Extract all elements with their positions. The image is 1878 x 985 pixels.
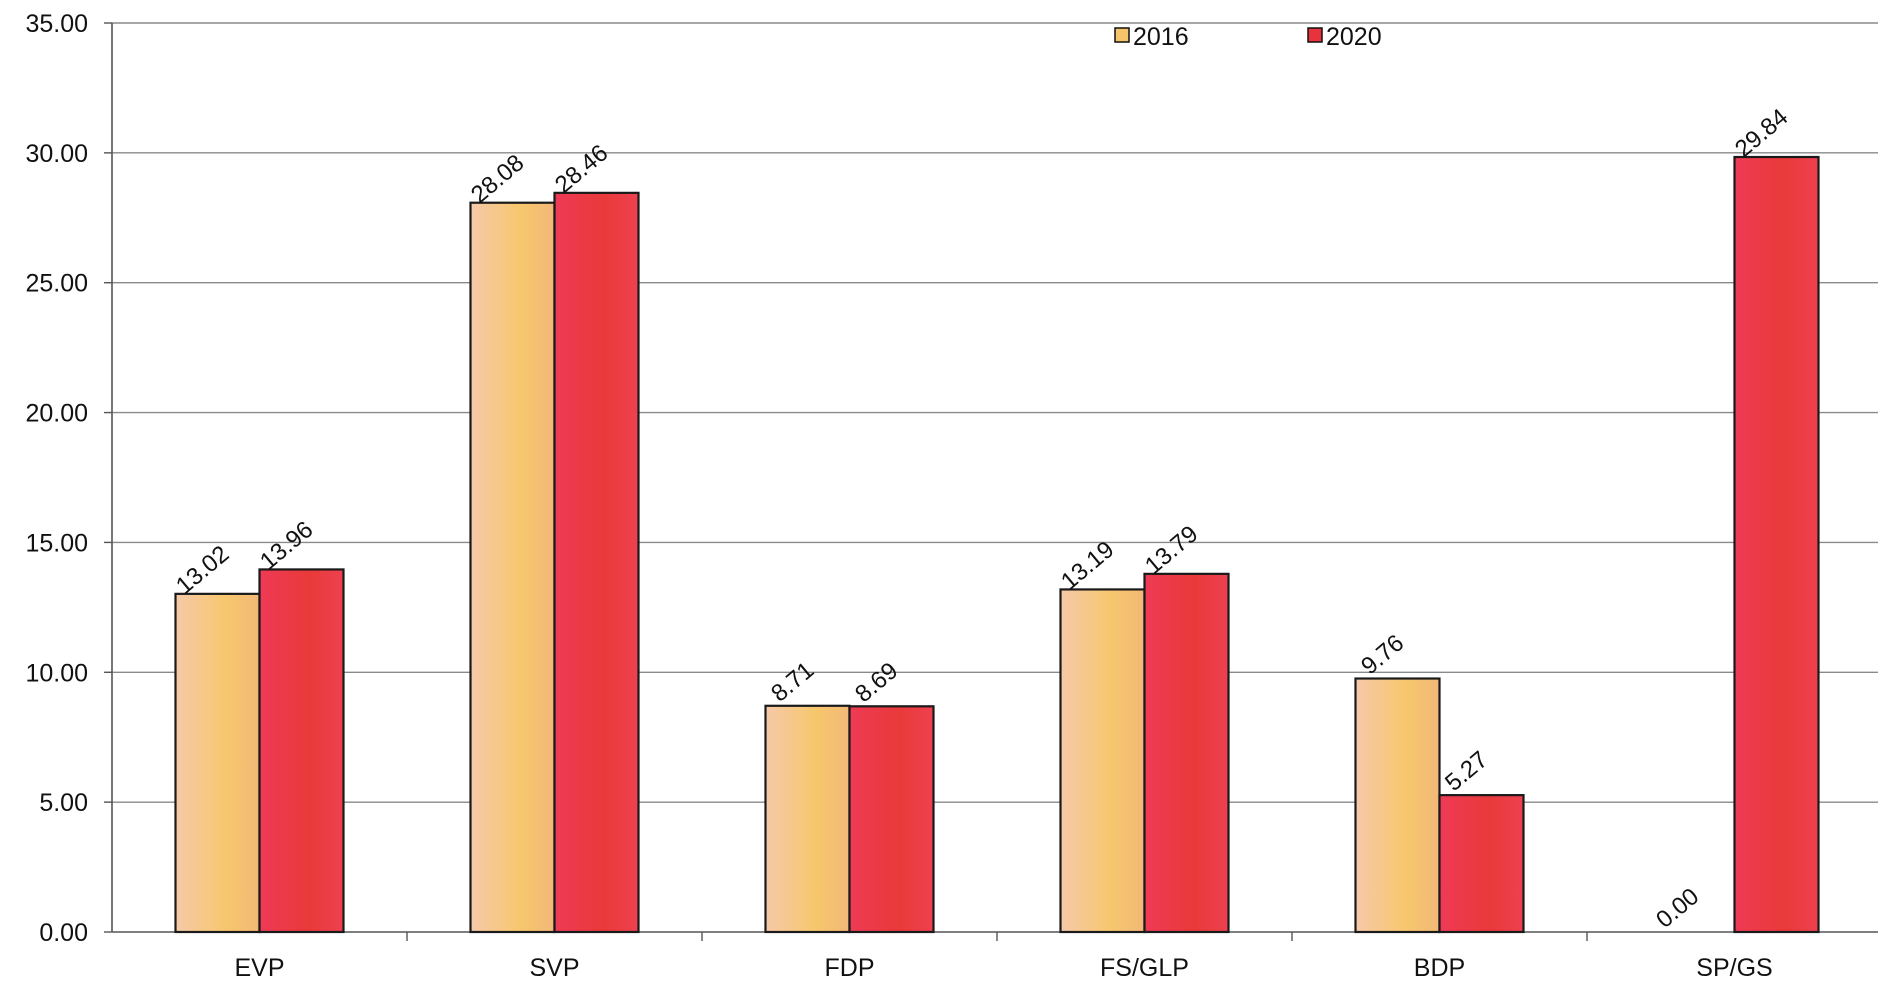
y-tick-label: 25.00 [25, 270, 88, 298]
x-tick-label: SVP [529, 954, 579, 982]
bar-2016-FDP [766, 706, 850, 932]
data-label-2016-SP/GS: 0.00 [1651, 883, 1704, 934]
y-tick-label: 0.00 [39, 919, 88, 947]
data-label-2016-SVP: 28.08 [466, 149, 529, 208]
x-tick-label: FS/GLP [1100, 954, 1189, 982]
bar-2020-FS/GLP [1145, 574, 1229, 932]
x-tick-label: EVP [234, 954, 284, 982]
legend: 2016 2020 [1115, 23, 1382, 51]
y-tick-label: 20.00 [25, 400, 88, 428]
legend-swatch-2020 [1308, 28, 1322, 42]
legend-label-2016: 2016 [1133, 23, 1189, 51]
data-label-2020-BDP: 5.27 [1440, 746, 1493, 797]
data-label-2016-FS/GLP: 13.19 [1056, 536, 1119, 595]
bar-2016-SVP [471, 203, 555, 932]
bar-2020-SP/GS [1735, 157, 1819, 932]
x-tick-label: SP/GS [1696, 954, 1772, 982]
data-label-2016-FDP: 8.71 [766, 657, 819, 708]
y-tick-label: 30.00 [25, 140, 88, 168]
data-label-2020-EVP: 13.96 [255, 516, 318, 575]
y-tick-label: 10.00 [25, 659, 88, 687]
bar-2016-BDP [1356, 679, 1440, 932]
y-tick-label: 5.00 [39, 789, 88, 817]
data-label-2016-EVP: 13.02 [171, 540, 234, 599]
data-label-2020-FS/GLP: 13.79 [1140, 520, 1203, 579]
x-tick-label: BDP [1414, 954, 1465, 982]
gridlines [112, 23, 1878, 802]
bar-2016-FS/GLP [1061, 589, 1145, 932]
data-label-2020-SP/GS: 29.84 [1730, 104, 1793, 163]
bars [176, 157, 1819, 932]
y-tick-label: 15.00 [25, 529, 88, 557]
legend-swatch-2016 [1115, 28, 1129, 42]
data-label-2020-FDP: 8.69 [850, 657, 903, 708]
bar-2016-EVP [176, 594, 260, 932]
bar-2020-SVP [555, 193, 639, 932]
bar-2020-BDP [1440, 795, 1524, 932]
y-tick-label: 35.00 [25, 10, 88, 38]
x-tick-label: FDP [825, 954, 875, 982]
bar-2020-EVP [260, 569, 344, 932]
bar-2020-FDP [850, 706, 934, 932]
legend-label-2020: 2020 [1326, 23, 1382, 51]
data-label-2020-SVP: 28.46 [550, 139, 613, 198]
